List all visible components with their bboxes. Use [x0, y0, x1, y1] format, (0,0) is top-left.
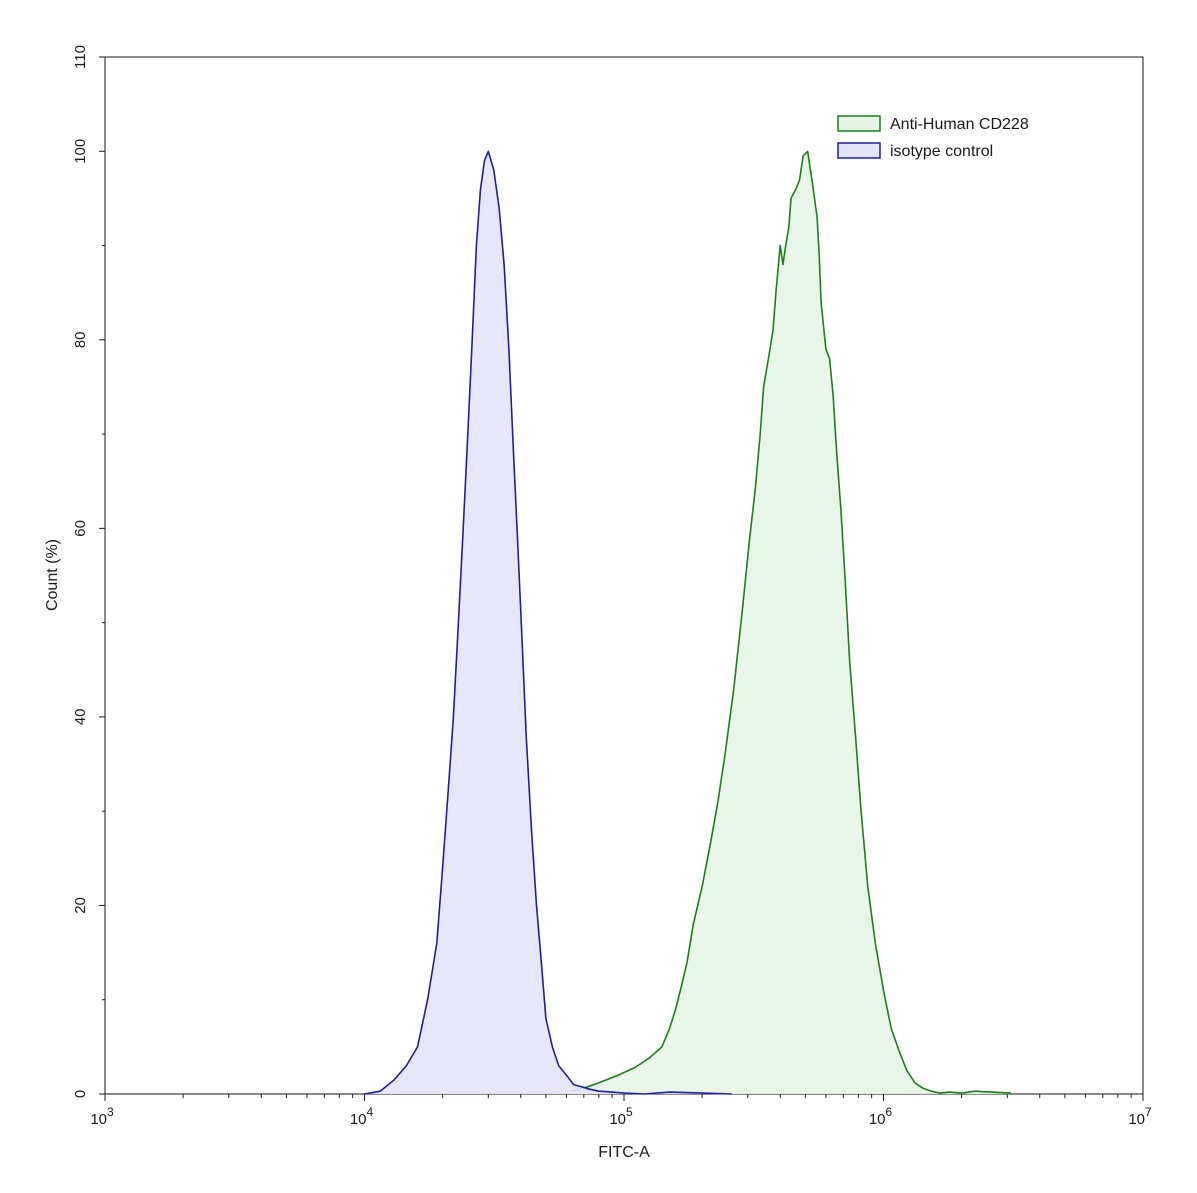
y-tick-label: 110 [72, 45, 89, 69]
legend-swatch [837, 142, 881, 159]
series-line [571, 150, 1012, 1094]
y-axis-ticks: 0 20 40 60 80 100 110 [72, 45, 105, 1098]
y-tick-label: 100 [72, 139, 89, 164]
legend: Anti-Human CD228 isotype control [837, 115, 1029, 160]
y-tick-label: 80 [72, 331, 89, 348]
plot-frame [104, 56, 1144, 1095]
series-fill [571, 151, 1011, 1095]
series-isotype-control [364, 150, 732, 1095]
y-tick-label: 0 [72, 1090, 89, 1098]
legend-label: isotype control [890, 143, 993, 160]
y-tick-label: 40 [72, 709, 89, 726]
legend-label: Anti-Human CD228 [890, 116, 1029, 133]
series-layer [364, 150, 1012, 1095]
y-tick-label: 60 [72, 520, 89, 537]
series-anti-human-cd228 [571, 150, 1012, 1095]
series-fill [364, 151, 732, 1095]
x-tick-label: 105 [609, 1105, 633, 1128]
x-axis-title: FITC-A [598, 1144, 650, 1161]
y-axis-title: Count (%) [44, 539, 61, 611]
x-tick-label: 104 [350, 1105, 374, 1128]
x-tick-label: 106 [869, 1105, 893, 1128]
x-tick-label: 103 [90, 1105, 114, 1128]
y-tick-label: 20 [72, 897, 89, 914]
series-line [364, 150, 732, 1095]
plot-area [104, 56, 1144, 1095]
legend-swatch [837, 115, 881, 132]
x-tick-label: 107 [1128, 1105, 1152, 1128]
x-axis-ticks: 103 104 105 106 107 [90, 1094, 1152, 1128]
